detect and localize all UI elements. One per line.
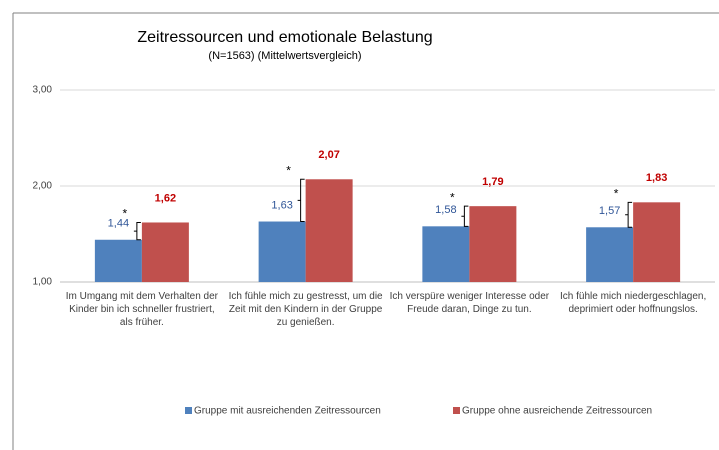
significance-bracket (625, 201, 633, 228)
legend-swatch (185, 407, 192, 414)
significance-label: * (614, 186, 619, 200)
significance-label: * (450, 190, 455, 204)
legend-label: Gruppe mit ausreichenden Zeitressourcen (194, 406, 381, 417)
y-tick-label: 3,00 (33, 85, 53, 96)
value-label: 2,07 (318, 149, 339, 161)
significance-bracket (133, 221, 141, 241)
bar (422, 226, 470, 282)
bar (141, 222, 189, 282)
bar (633, 202, 681, 282)
y-tick-label: 1,00 (33, 277, 53, 288)
bar (469, 206, 517, 282)
x-tick-label: Im Umgang mit dem Verhalten der Kinder b… (65, 291, 219, 328)
significance-label: * (123, 207, 128, 221)
value-label: 1,58 (435, 204, 456, 216)
x-tick-label: Ich fühle mich zu gestresst, um die Zeit… (228, 291, 383, 328)
bar (586, 227, 634, 282)
value-label: 1,79 (482, 176, 503, 188)
bar (258, 221, 306, 282)
x-tick-label: Ich fühle mich niedergeschlagen, deprimi… (560, 291, 707, 315)
chart-title: Zeitressourcen und emotionale Belastung (137, 29, 432, 46)
y-tick-label: 2,00 (33, 181, 53, 192)
significance-bracket (461, 205, 469, 227)
value-label: 1,83 (646, 172, 667, 184)
significance-label: * (286, 163, 291, 177)
bar (305, 179, 353, 282)
chart-subtitle: (N=1563) (Mittelwertsvergleich) (208, 50, 361, 62)
value-label: 1,57 (599, 205, 620, 217)
legend-swatch (453, 407, 460, 414)
bar (94, 239, 142, 282)
value-label: 1,62 (155, 192, 176, 204)
value-label: 1,63 (271, 199, 292, 211)
x-tick-label: Ich verspüre weniger Interesse oder Freu… (389, 291, 550, 315)
significance-bracket (297, 178, 305, 223)
value-label: 1,44 (108, 218, 129, 230)
legend-label: Gruppe ohne ausreichende Zeitressourcen (462, 406, 652, 417)
